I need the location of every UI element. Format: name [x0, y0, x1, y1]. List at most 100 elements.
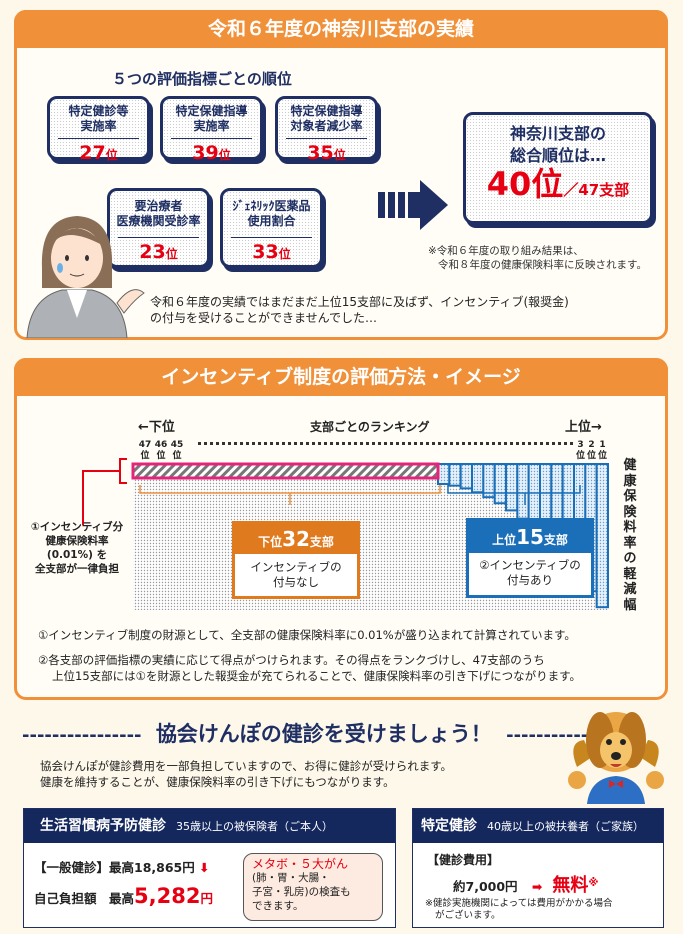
branch-step	[505, 463, 519, 512]
rank-unit: 位	[278, 247, 291, 261]
note-line: ※健診実施機関によっては費用がかかる場合	[425, 898, 613, 909]
indicator-rank: 33	[252, 241, 279, 263]
self-pay: 自己負担額 最高5,282円	[34, 884, 213, 908]
comment-line: の付与を受けることができませんでした…	[150, 311, 378, 325]
low-rank-labels: 47位 46位 45位	[138, 440, 184, 462]
note-line: ①インセンティブ分	[30, 521, 124, 533]
reduction-label: 健康保険料率の軽減幅	[623, 458, 637, 613]
note-line: 全支部が一律負担	[35, 563, 119, 575]
box-count: 32	[282, 527, 310, 551]
cost-row: 約7,000円 ➡ 無料※	[453, 871, 599, 897]
indicators-subtitle: ５つの評価指標ごとの順位	[112, 70, 292, 88]
indicator-card: 特定健診等 実施率 27位	[47, 96, 150, 164]
indicator-label: 要治療者	[134, 199, 183, 213]
staff-character-illustration	[26, 216, 145, 338]
footnote-mark: ※	[588, 876, 599, 889]
reflection-note: ※令和６年度の取り組み結果は、 令和８年度の健康保険料率に反映されます。	[428, 244, 647, 272]
indicator-label: 特定保健指導	[175, 104, 248, 118]
indicator-label: 実施率	[80, 119, 117, 133]
incentive-notes: ①インセンティブ制度の財源として、全支部の健康保険料率に0.01%が盛り込まれて…	[38, 627, 581, 684]
indicator-label: 対象者減少率	[290, 119, 363, 133]
branch-step	[459, 463, 473, 490]
indicator-rank: 27	[79, 142, 106, 164]
free-label: 無料	[552, 875, 589, 896]
upper-15-box: 上位15支部 ②インセンティブの 付与あり	[466, 518, 594, 598]
upper-label: 上位→	[565, 420, 602, 435]
box-head: 上位	[492, 533, 517, 547]
indicator-label: 特定保健指導	[290, 104, 363, 118]
self-pay-label: 自己負担額 最高	[34, 891, 135, 906]
indicator-card: 特定保健指導 実施率 39位	[160, 96, 263, 164]
branch-step	[437, 463, 451, 485]
intro-line: 協会けんぽが健診費用を一部負担していますので、お得に健診が受けられます。	[40, 759, 453, 773]
yen-unit: 円	[200, 891, 213, 906]
specific-checkup-card: 特定健診 40歳以上の被扶養者（ご家族） 【健診費用】 約7,000円 ➡ 無料※ …	[412, 808, 664, 928]
rank-label: 47位	[138, 440, 152, 461]
rank-unit: 位	[218, 148, 231, 162]
cost-note: ※健診実施機関によっては費用がかかる場合 がございます。	[425, 898, 613, 922]
rank-label: 46位	[154, 440, 168, 461]
box-head: 下位	[258, 535, 283, 549]
self-pay-value: 5,282	[134, 884, 201, 908]
overall-total: ／47支部	[563, 181, 630, 199]
rank-label: 1位	[597, 440, 607, 461]
cost-value: 約7,000円	[453, 879, 518, 894]
checkup-intro: 協会けんぽが健診費用を一部負担していますので、お得に健診が受けられます。 健康を…	[40, 758, 452, 790]
note-line: (0.01%) を	[46, 549, 108, 561]
note-line: 健康保険料率	[45, 535, 109, 547]
indicator-label: 特定健診等	[68, 104, 129, 118]
bubble-line: 子宮・乳房)の検査も	[252, 886, 351, 898]
box-body: ②インセンティブの	[479, 558, 581, 572]
note-line: ②各支部の評価指標の実績に応じて得点がつけられます。その得点をランクづけし、47…	[38, 653, 545, 667]
checkup-title: 協会けんぽの健診を受けましょう！	[155, 722, 492, 746]
rank-unit: 位	[165, 247, 178, 261]
top-rank-labels: 3位 2位 1位	[575, 440, 608, 462]
checkup-heading: ---------------- 協会けんぽの健診を受けましょう！ ------…	[22, 718, 626, 748]
indicator-card: ｼﾞｪﾈﾘｯｸ医薬品 使用割合 33位	[220, 188, 323, 268]
comment-line: 令和６年度の実績ではまだまだ上位15支部に及ばず、インセンティブ(報奨金)	[150, 295, 569, 309]
general-cost-text: 【一般健診】最高18,865円	[34, 860, 195, 875]
box-head: 支部	[309, 535, 334, 549]
overall-rank: 40位	[486, 165, 564, 203]
overall-rank-card: 神奈川支部の 総合順位は… 40位／47支部	[463, 112, 653, 224]
box-head: 支部	[543, 533, 568, 547]
cancer-exam-bubble: メタボ・５大がん (肺・胃・大腸・ 子宮・乳房)の検査も できます。	[243, 853, 383, 921]
lifestyle-checkup-card: 生活習慣病予防健診 35歳以上の被保険者（ご本人） 【一般健診】最高18,865円…	[23, 808, 396, 928]
card-target: 40歳以上の被扶養者（ご家族）	[487, 820, 644, 833]
note-line: がございます。	[435, 910, 501, 921]
rank-unit: 位	[333, 148, 346, 162]
indicator-label: 実施率	[193, 119, 230, 133]
box-body: 付与なし	[273, 575, 319, 589]
branch-step	[448, 463, 462, 487]
branch-step	[595, 463, 610, 609]
intro-line: 健康を維持することが、健康保険料率の引き下げにもつながります。	[40, 775, 395, 789]
lower-label: ←下位	[138, 420, 175, 435]
incentive-title: インセンティブ制度の評価方法・イメージ	[14, 358, 668, 396]
overall-label: 神奈川支部の	[509, 124, 606, 143]
card-target: 35歳以上の被保険者（ご本人）	[176, 820, 333, 833]
result-comment: 令和６年度の実績ではまだまだ上位15支部に及ばず、インセンティブ(報奨金) の付与…	[150, 294, 569, 326]
down-arrow-icon: ⬇	[199, 860, 210, 875]
rank-dots	[198, 442, 573, 445]
rank-label: 3位	[575, 440, 585, 461]
indicator-card: 要治療者 医療機関受診率 23位	[107, 188, 210, 268]
indicator-card: 特定保健指導 対象者減少率 35位	[275, 96, 378, 164]
right-arrow-icon	[378, 180, 448, 230]
card-title: 特定健診	[421, 818, 477, 834]
note-line: 上位15支部には①を財源とした報奨金が充てられることで、健康保険料率の引き下げに…	[52, 669, 581, 683]
right-arrow-icon: ➡	[531, 879, 543, 894]
bubble-line: (肺・胃・大腸・	[252, 872, 330, 884]
dog-mascot-illustration	[568, 712, 664, 804]
branch-step	[482, 463, 496, 499]
ranking-title: 支部ごとのランキング	[310, 420, 430, 434]
indicator-rank: 35	[307, 142, 334, 164]
indicator-label: 医療機関受診率	[116, 214, 201, 228]
bubble-line: できます。	[252, 900, 304, 912]
incentive-band	[131, 462, 440, 480]
indicator-rank: 39	[192, 142, 219, 164]
overall-label: 総合順位は…	[509, 146, 606, 165]
box-count: 15	[516, 525, 544, 549]
rank-unit: 位	[105, 148, 118, 162]
branch-step	[471, 463, 485, 494]
box-body: インセンティブの	[250, 560, 342, 574]
